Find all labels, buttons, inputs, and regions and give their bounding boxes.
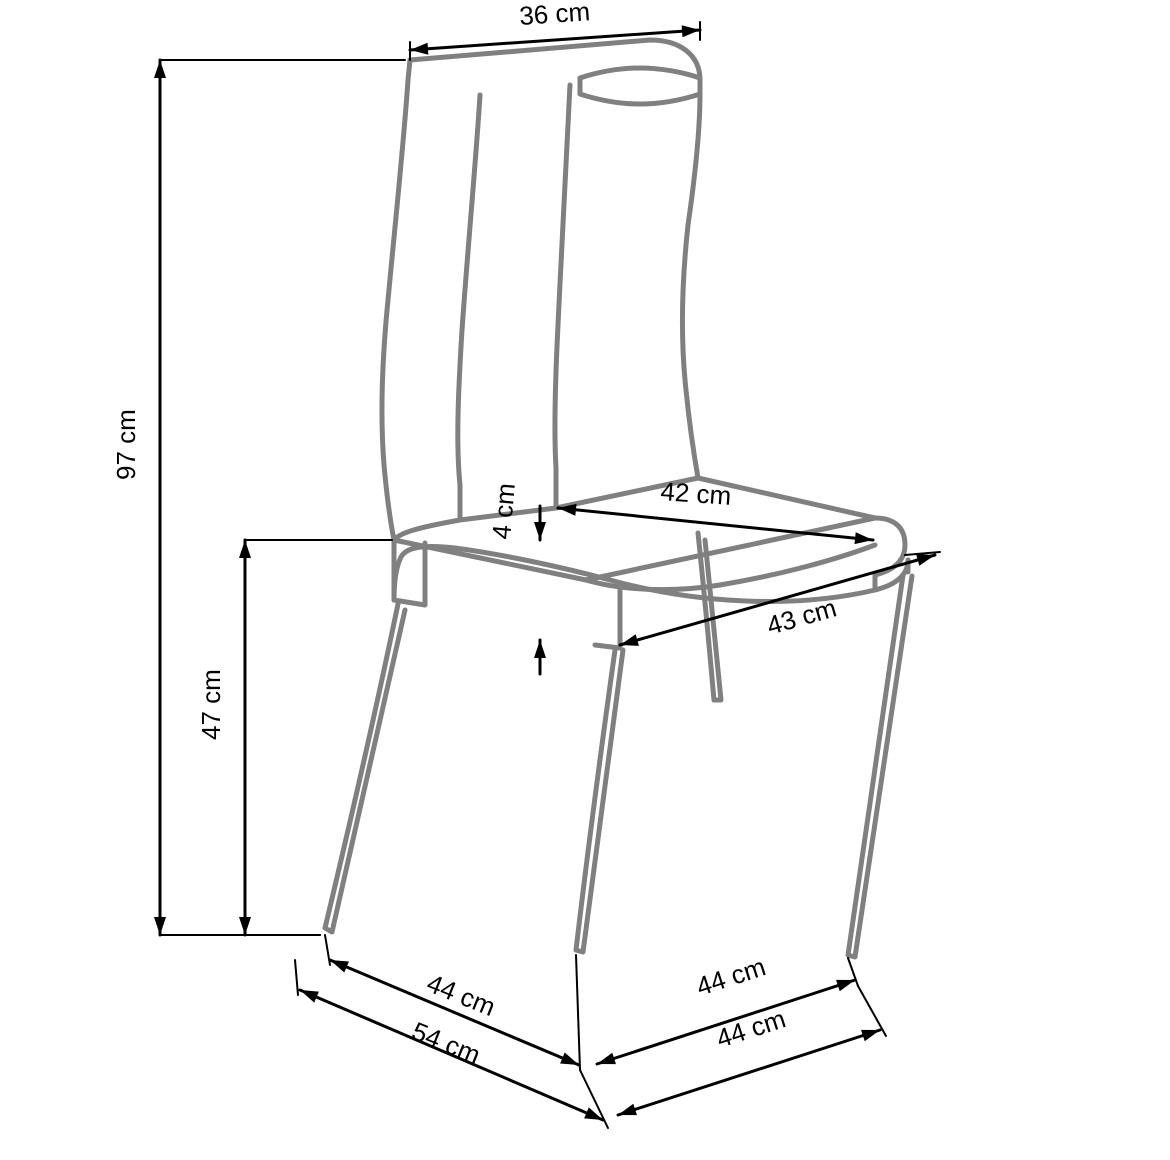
dimension-label: 4 cm xyxy=(486,482,521,541)
chair-dimension-diagram: 36 cm97 cm47 cm42 cm43 cm4 cm44 cm54 cm4… xyxy=(0,0,1170,1160)
dimension-label: 97 cm xyxy=(111,409,141,480)
dimension-label: 42 cm xyxy=(660,476,733,511)
dimension-label: 47 cm xyxy=(196,669,226,740)
dimension-label: 36 cm xyxy=(518,0,591,31)
